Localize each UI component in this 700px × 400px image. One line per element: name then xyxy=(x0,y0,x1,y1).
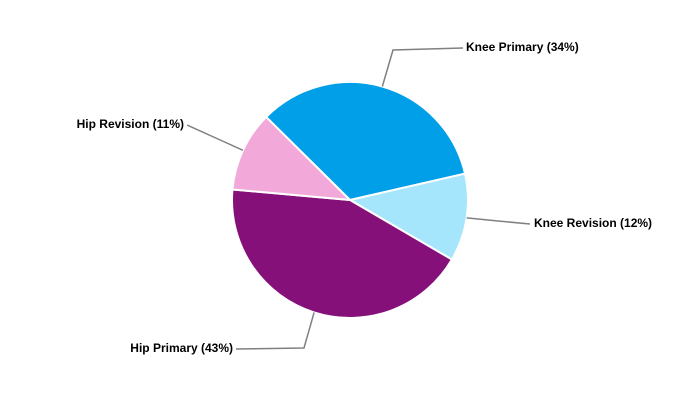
leader-line xyxy=(235,312,315,350)
slice-label: Knee Revision (12%) xyxy=(534,216,652,230)
leader-line xyxy=(466,217,531,225)
leader-line xyxy=(381,47,464,87)
leader-line xyxy=(186,124,244,152)
slice-label: Hip Revision (11%) xyxy=(77,117,184,131)
slice-label: Knee Primary (34%) xyxy=(466,40,579,54)
slice-label: Hip Primary (43%) xyxy=(130,341,233,355)
